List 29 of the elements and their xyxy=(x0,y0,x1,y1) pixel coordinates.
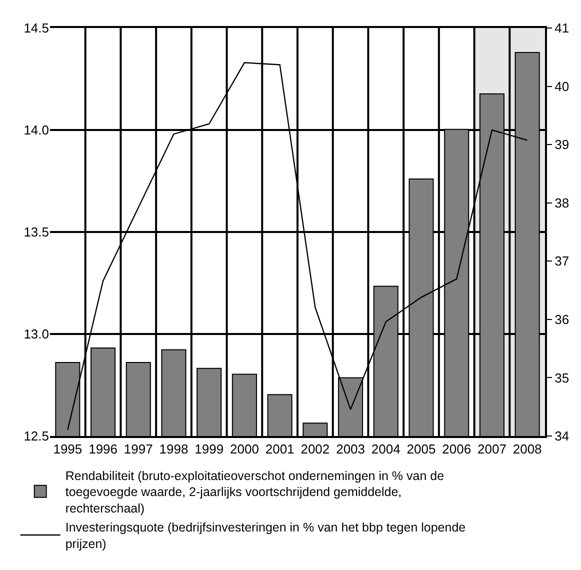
y2-tick-label: 39 xyxy=(554,137,570,152)
text: 14.5 xyxy=(24,20,49,36)
x-tick-label: 2006 xyxy=(442,442,472,457)
legend-label: Investeringsquote (bedrijfsinvesteringen in % van het bbp tegen lopende prijzen) xyxy=(65,520,466,551)
x-tick-label: 1996 xyxy=(88,442,118,457)
y2-tick-label: 35 xyxy=(554,370,570,386)
legend-label: Rendabiliteit (bruto-exploitatieoverschot ondernemingen in % van de toegevoegde waarde, 2-jaarlijks voortschrijdend gemiddelde, rechterschaal) xyxy=(65,468,444,516)
y-tick-label: 13.0 xyxy=(24,326,49,342)
x-tick-label: 2000 xyxy=(230,442,259,457)
x-tick-label: 2002 xyxy=(300,442,330,457)
y-tick-label: 14.0 xyxy=(24,122,49,138)
text: 12.5 xyxy=(24,428,49,444)
y2-tick-label: 36 xyxy=(554,312,570,327)
x-tick-label: 1999 xyxy=(194,442,224,457)
y2-tick-label: 40 xyxy=(554,78,570,94)
text: 13.5 xyxy=(24,224,49,240)
x-tick-label: 2001 xyxy=(265,442,294,457)
x-tick-label: 2004 xyxy=(371,442,400,457)
y2-tick-label: 37 xyxy=(554,254,570,269)
y2-tick-label: 34 xyxy=(554,428,570,444)
x-tick-label: 1998 xyxy=(159,442,188,457)
x-tick-label: 2008 xyxy=(512,442,542,457)
x-tick-label: 2005 xyxy=(406,442,436,457)
x-tick-label: 1995 xyxy=(53,442,82,457)
x-tick-label: 2007 xyxy=(478,442,506,457)
y2-tick-label: 41 xyxy=(554,20,570,36)
y2-tick-label: 38 xyxy=(554,195,570,210)
x-tick-label: 1997 xyxy=(124,442,153,457)
x-tick-label: 2003 xyxy=(336,442,365,457)
